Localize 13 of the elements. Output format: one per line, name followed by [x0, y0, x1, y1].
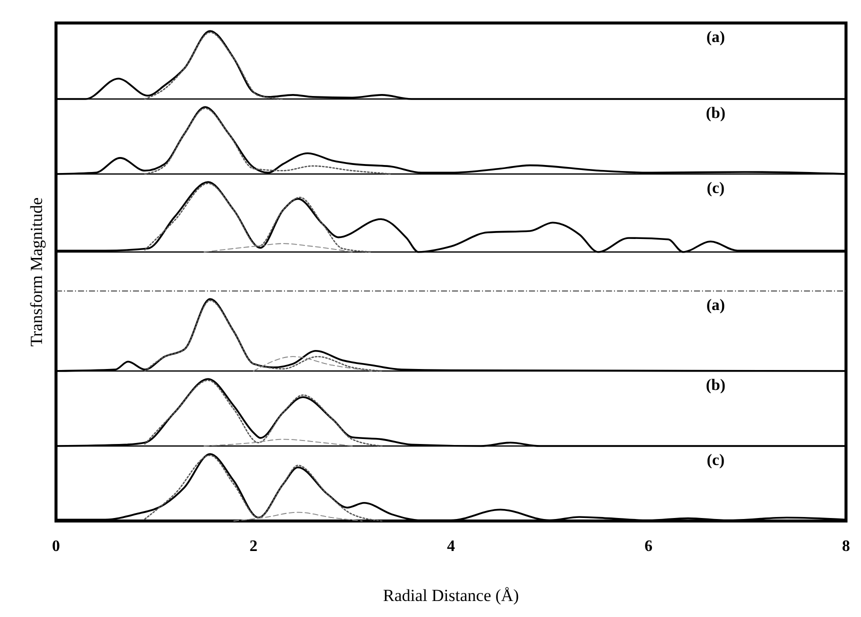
- x-tick-label: 0: [52, 538, 60, 555]
- x-tick-label: 4: [447, 538, 455, 555]
- annotation: (c): [706, 452, 725, 469]
- x-tick-label: 6: [644, 538, 652, 555]
- x-tick-label: 8: [842, 538, 850, 555]
- annotation: (b): [706, 105, 726, 122]
- x-tick-label: 2: [250, 538, 258, 555]
- x-axis-title: Radial Distance (Å): [383, 586, 519, 605]
- annotation: (a): [706, 29, 725, 46]
- y-axis-title: Transform Magnitude: [27, 197, 46, 347]
- annotation: (b): [706, 377, 726, 394]
- annotation: (a): [706, 297, 725, 314]
- annotation: (c): [706, 180, 725, 197]
